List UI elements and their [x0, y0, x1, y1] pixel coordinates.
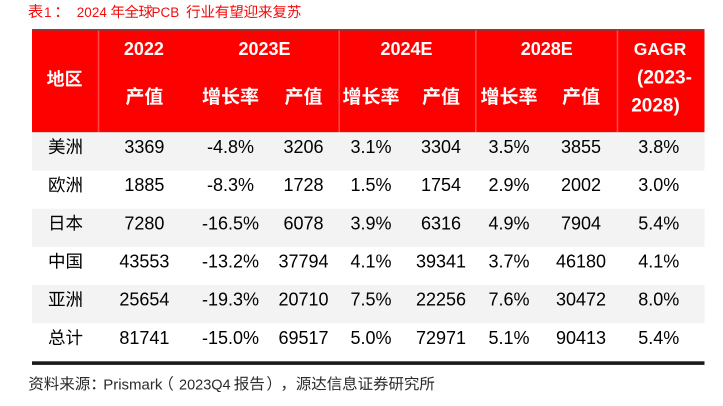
svg-text:7.6%: 7.6% [488, 290, 529, 310]
svg-text:20710: 20710 [278, 290, 328, 310]
svg-text:3.9%: 3.9% [350, 213, 391, 233]
svg-text:-8.3%: -8.3% [207, 175, 254, 195]
svg-text:39341: 39341 [416, 251, 466, 271]
svg-text:3.8%: 3.8% [638, 137, 679, 157]
svg-text:Prismark: Prismark [103, 376, 163, 393]
svg-text:7280: 7280 [124, 213, 164, 233]
svg-text:81741: 81741 [119, 328, 169, 348]
svg-text:1754: 1754 [421, 175, 461, 195]
svg-text:(2023-: (2023- [637, 67, 692, 88]
svg-text:30472: 30472 [556, 290, 606, 310]
svg-text:90413: 90413 [556, 328, 606, 348]
svg-text:2024: 2024 [77, 5, 108, 20]
svg-text:3.0%: 3.0% [638, 175, 679, 195]
svg-text:2028): 2028) [631, 96, 680, 117]
svg-text:72971: 72971 [416, 328, 466, 348]
svg-text:7904: 7904 [561, 213, 601, 233]
svg-text:-19.3%: -19.3% [202, 290, 259, 310]
svg-text:6078: 6078 [283, 213, 323, 233]
svg-text:-13.2%: -13.2% [202, 251, 259, 271]
svg-text:5.0%: 5.0% [350, 328, 391, 348]
svg-text:3855: 3855 [561, 137, 601, 157]
svg-text:3.5%: 3.5% [488, 137, 529, 157]
svg-text:2.9%: 2.9% [488, 175, 529, 195]
svg-text:-15.0%: -15.0% [202, 328, 259, 348]
svg-text:5.1%: 5.1% [488, 328, 529, 348]
svg-text:46180: 46180 [556, 251, 606, 271]
svg-text:2023Q4: 2023Q4 [179, 377, 231, 393]
svg-text:PCB: PCB [152, 5, 180, 20]
svg-text:4.9%: 4.9% [488, 213, 529, 233]
svg-text:5.4%: 5.4% [638, 213, 679, 233]
svg-text:2002: 2002 [561, 175, 601, 195]
svg-text:-4.8%: -4.8% [207, 137, 254, 157]
svg-text:3304: 3304 [421, 137, 461, 157]
svg-text:1885: 1885 [124, 175, 164, 195]
svg-text:1.5%: 1.5% [350, 175, 391, 195]
svg-text:1: 1 [44, 5, 52, 20]
svg-text:3.7%: 3.7% [488, 251, 529, 271]
svg-text:7.5%: 7.5% [350, 290, 391, 310]
svg-text:8.0%: 8.0% [638, 290, 679, 310]
svg-text:6316: 6316 [421, 213, 461, 233]
svg-text:25654: 25654 [119, 290, 169, 310]
svg-text:4.1%: 4.1% [350, 251, 391, 271]
svg-text:1728: 1728 [283, 175, 323, 195]
svg-text:3.1%: 3.1% [350, 137, 391, 157]
svg-text:2028E: 2028E [521, 39, 573, 59]
svg-text:-16.5%: -16.5% [202, 213, 259, 233]
svg-text:5.4%: 5.4% [638, 328, 679, 348]
svg-text:43553: 43553 [119, 251, 169, 271]
svg-text:3369: 3369 [124, 137, 164, 157]
svg-text:69517: 69517 [278, 328, 328, 348]
svg-text:2023E: 2023E [238, 39, 290, 59]
svg-text:2022: 2022 [124, 39, 164, 59]
svg-text:22256: 22256 [416, 290, 466, 310]
svg-text:2024E: 2024E [380, 39, 432, 59]
svg-text:4.1%: 4.1% [638, 251, 679, 271]
svg-text:GAGR: GAGR [634, 39, 687, 59]
svg-text:37794: 37794 [278, 251, 328, 271]
svg-text:3206: 3206 [283, 137, 323, 157]
